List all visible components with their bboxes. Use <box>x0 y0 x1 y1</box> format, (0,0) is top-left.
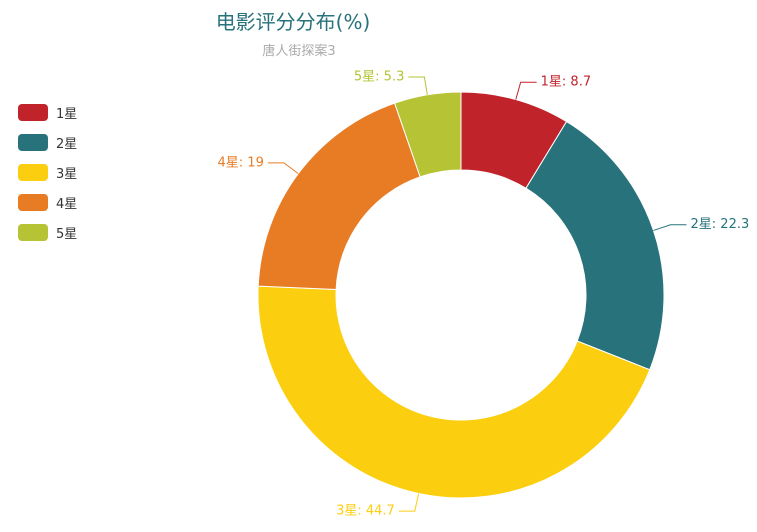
legend-swatch-3 <box>18 163 48 181</box>
legend-label-4: 4星 <box>56 196 78 212</box>
slice-3[interactable] <box>257 285 651 499</box>
slice-5[interactable] <box>394 91 462 178</box>
legend-label-1: 1星 <box>56 106 78 122</box>
slice-label-5: 5星: 5.3 <box>354 70 404 85</box>
slice-label-2: 2星: 22.3 <box>691 217 750 232</box>
legend-label-2: 2星 <box>56 136 78 152</box>
legend-swatch-4 <box>18 193 48 211</box>
legend-item-3[interactable]: 3星 <box>18 160 77 184</box>
slice-4[interactable] <box>257 102 421 291</box>
legend-item-4[interactable]: 4星 <box>18 190 77 214</box>
label-line-3 <box>398 493 420 512</box>
slice-label-4: 4星: 19 <box>218 155 264 170</box>
label-line-2 <box>653 224 687 231</box>
label-line-5 <box>408 76 428 95</box>
legend-label-3: 3星 <box>56 166 78 182</box>
legend-swatch-5 <box>18 223 48 241</box>
chart-subtitle: 唐人街探案3 <box>262 44 336 59</box>
legend-item-2[interactable]: 2星 <box>18 130 77 154</box>
label-line-1 <box>515 81 537 100</box>
legend-swatch-1 <box>18 103 48 121</box>
legend-label-5: 5星 <box>56 226 78 242</box>
label-line-4 <box>267 162 299 175</box>
slice-2[interactable] <box>525 120 665 371</box>
legend-item-5[interactable]: 5星 <box>18 220 77 244</box>
legend-swatch-2 <box>18 133 48 151</box>
chart-title: 电影评分分布(%) <box>215 10 371 34</box>
legend-item-1[interactable]: 1星 <box>18 100 77 124</box>
legend: 1星 2星 3星 4星 5星 <box>18 100 77 250</box>
slice-label-1: 1星: 8.7 <box>541 75 591 90</box>
slice-label-3: 3星: 44.7 <box>336 504 395 519</box>
